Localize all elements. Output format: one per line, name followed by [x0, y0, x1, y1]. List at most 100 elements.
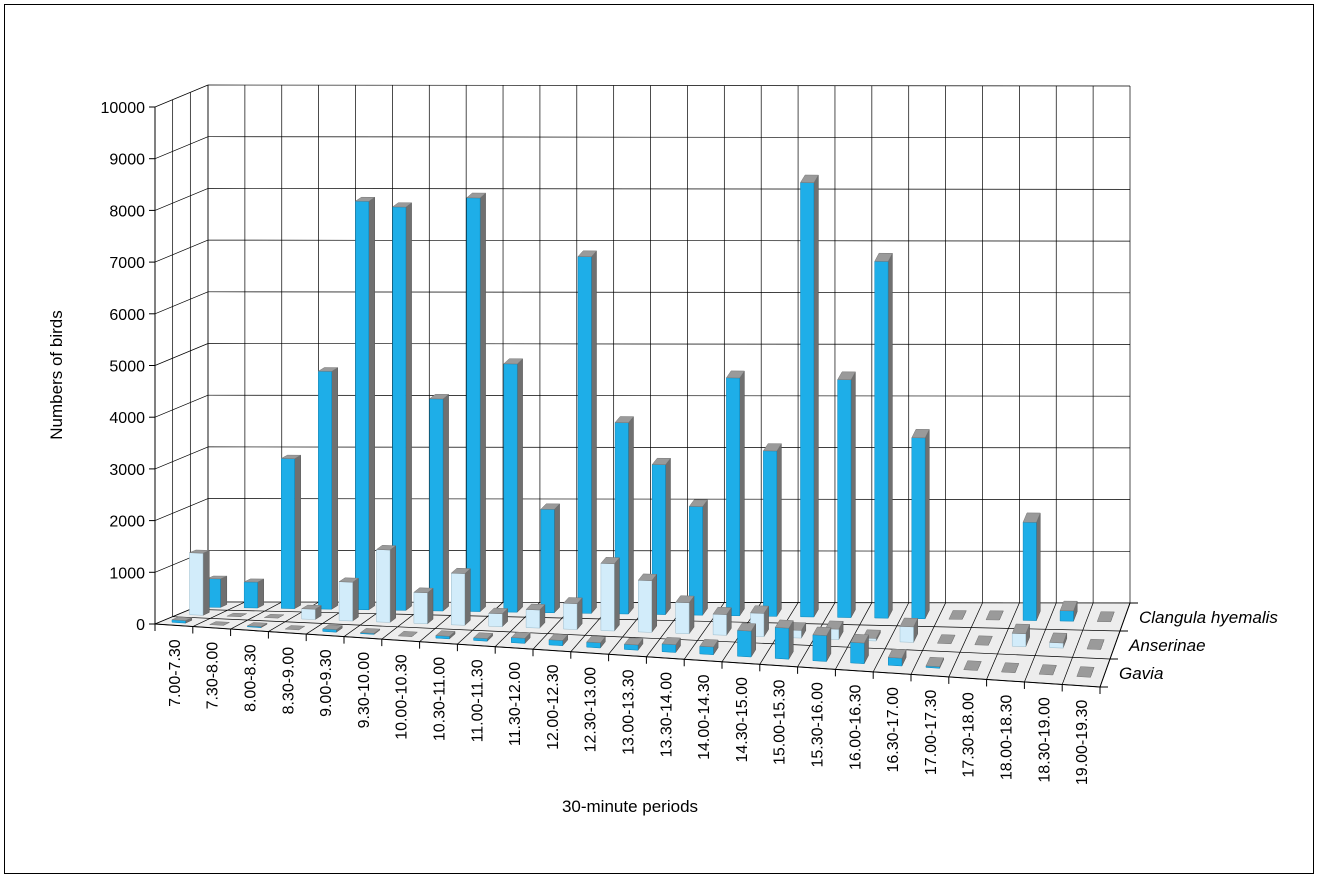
bar-top	[800, 174, 819, 183]
back-wall-gridline	[207, 394, 1131, 397]
chart-frame	[4, 4, 1314, 874]
y-tick-label: 0	[136, 617, 145, 634]
bar-side	[427, 587, 434, 625]
bar-side	[516, 358, 523, 613]
bar-top	[661, 637, 681, 645]
side-wall-gridline	[154, 394, 209, 418]
x-tick-label: 18.00-18.30	[999, 695, 1016, 781]
bar-top	[577, 250, 598, 257]
bar-side	[257, 578, 264, 609]
bar	[466, 192, 487, 613]
bar-top	[391, 202, 413, 208]
bar-face	[1011, 633, 1026, 647]
bar	[1096, 611, 1115, 623]
back-wall-gridline	[207, 343, 1131, 345]
bar-face	[577, 256, 592, 614]
bar-top	[263, 614, 285, 619]
floor-cat-line	[230, 601, 282, 630]
bar-face	[638, 579, 652, 633]
bar-side	[665, 457, 671, 616]
bar-side	[591, 250, 597, 615]
bar-side	[1036, 512, 1041, 621]
bar-top	[189, 549, 210, 554]
bar-top	[1038, 664, 1057, 676]
bar	[850, 633, 869, 664]
bar-side	[331, 367, 338, 610]
bar-face	[699, 645, 714, 655]
y-tick-label: 1000	[109, 565, 145, 582]
y-tick-label: 8000	[109, 203, 145, 220]
bar	[473, 632, 494, 642]
bar	[503, 358, 524, 613]
bar-top	[762, 443, 782, 452]
bar-face	[661, 643, 676, 653]
bar-top	[503, 358, 524, 365]
bar	[774, 619, 794, 661]
bar-top	[488, 607, 509, 615]
bar	[675, 595, 695, 635]
bar-face	[812, 634, 827, 662]
bar	[375, 545, 397, 623]
bar-side	[554, 503, 560, 614]
bar	[359, 628, 381, 635]
x-tick-label: 15.00-15.30	[772, 679, 789, 765]
bar	[322, 624, 343, 633]
x-tick-label: 10.00-10.30	[394, 654, 411, 740]
bar-top	[317, 367, 339, 372]
bar-top	[586, 635, 606, 644]
bar-top	[280, 454, 302, 459]
bar-face	[503, 363, 518, 613]
bar-top	[737, 622, 757, 632]
bar-top	[600, 557, 620, 565]
x-tick-label: 11.30-12.00	[507, 662, 524, 746]
bar	[1059, 600, 1078, 622]
bar	[525, 603, 546, 629]
bar-face	[540, 508, 555, 614]
bar-side	[651, 573, 657, 634]
bar-face	[466, 197, 481, 612]
bar-face	[800, 182, 815, 618]
bar	[661, 637, 681, 654]
bar-face	[525, 609, 540, 629]
series-label: Clangula hyemalis	[1139, 608, 1278, 627]
bar-side	[352, 577, 359, 622]
bar-side	[442, 393, 449, 612]
bar	[887, 648, 907, 667]
x-tick-label: 13.00-13.30	[621, 669, 638, 755]
bar	[548, 633, 569, 647]
bar-face	[301, 608, 316, 620]
series-label: Gavia	[1119, 664, 1163, 683]
bar	[1038, 664, 1057, 676]
side-wall-gridline	[154, 188, 209, 211]
bar-top	[899, 617, 919, 628]
x-tick-label: 8.00-8.30	[243, 644, 260, 712]
bar-top	[246, 622, 268, 627]
bar-top	[750, 605, 770, 614]
bar	[435, 630, 456, 640]
bar-side	[702, 499, 708, 616]
bar	[586, 635, 606, 649]
bar-top	[812, 626, 832, 636]
y-tick-label: 2000	[109, 514, 145, 531]
bar-top	[226, 612, 247, 617]
side-wall-gridline	[154, 343, 209, 366]
bar-side	[887, 253, 893, 619]
bar	[206, 575, 228, 608]
bar-face	[488, 613, 503, 627]
x-tick-label: 7.30-8.00	[205, 642, 222, 710]
y-tick-label: 6000	[109, 307, 145, 324]
y-tick-label: 3000	[109, 462, 145, 479]
back-wall-gridline	[207, 188, 1131, 190]
bar-top	[354, 196, 376, 202]
x-tick-label: 9.30-10.00	[356, 652, 373, 729]
y-axis: 0 1000 2000 3000 4000 5000 6000 7000 8000 9000 100…	[47, 100, 156, 634]
x-tick-label: 8.30-9.00	[280, 647, 297, 715]
bar-face	[281, 458, 295, 609]
bar-top	[675, 595, 695, 604]
bar-top	[850, 633, 869, 644]
bar-side	[220, 575, 228, 608]
bar-top	[725, 370, 745, 379]
bar	[974, 635, 993, 646]
x-tick-label: 14.00-14.30	[696, 674, 713, 760]
back-wall-gridline	[207, 446, 1131, 449]
